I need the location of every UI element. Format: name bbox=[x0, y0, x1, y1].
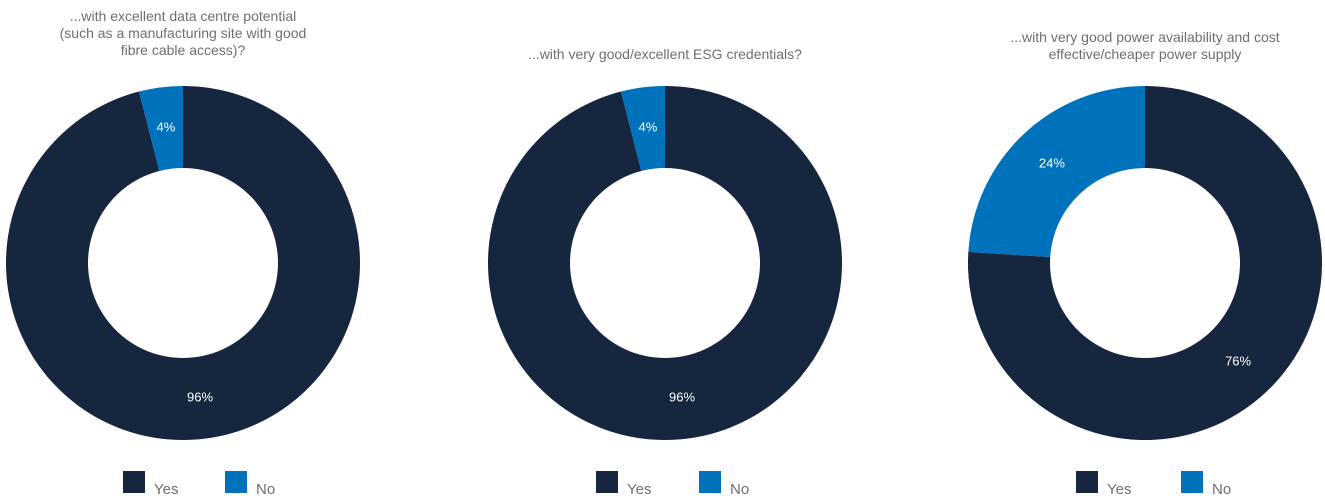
donut-panel-1: ...with excellent data centre potential … bbox=[0, 0, 373, 498]
chart-title: ...with very good/excellent ESG credenti… bbox=[528, 46, 802, 62]
slice-label-yes: 76% bbox=[1225, 354, 1251, 369]
legend-swatch-yes bbox=[123, 471, 145, 493]
slice-label-yes: 96% bbox=[187, 389, 213, 404]
slice-label-no: 24% bbox=[1039, 155, 1065, 170]
slice-label-no: 4% bbox=[157, 120, 176, 135]
donut-slice-no bbox=[968, 86, 1145, 258]
legend-swatch-yes bbox=[596, 471, 618, 493]
chart-title: ...with excellent data centre potential … bbox=[59, 8, 307, 58]
donut-panel-3: ...with very good power availability and… bbox=[955, 0, 1325, 498]
legend-swatch-yes bbox=[1076, 471, 1098, 493]
legend-item-yes: Yes bbox=[123, 471, 178, 497]
legend-label-no: No bbox=[730, 481, 750, 498]
legend-item-no: No bbox=[225, 471, 275, 497]
legend: Yes No bbox=[475, 471, 855, 497]
legend-swatch-no bbox=[699, 471, 721, 493]
legend-label-yes: Yes bbox=[627, 481, 652, 498]
legend-item-no: No bbox=[699, 471, 749, 497]
donut-slice-no bbox=[620, 86, 665, 171]
legend: Yes No bbox=[0, 471, 373, 497]
legend-label-yes: Yes bbox=[154, 481, 179, 498]
legend-item-no: No bbox=[1181, 471, 1231, 497]
donut-slice-yes bbox=[968, 86, 1322, 440]
donut-chart: 96% 4% bbox=[5, 86, 360, 441]
legend-label-no: No bbox=[256, 481, 276, 498]
donut-chart: 96% 4% bbox=[487, 86, 842, 441]
chart-title: ...with very good power availability and… bbox=[1010, 29, 1280, 62]
slice-label-no: 4% bbox=[639, 120, 658, 135]
legend: Yes No bbox=[955, 471, 1325, 497]
donut-slice-no bbox=[138, 86, 183, 171]
slice-label-yes: 96% bbox=[669, 389, 695, 404]
donut-slice-yes bbox=[5, 86, 360, 441]
legend-label-yes: Yes bbox=[1107, 481, 1132, 498]
legend-label-no: No bbox=[1212, 481, 1232, 498]
legend-item-yes: Yes bbox=[1076, 471, 1131, 497]
legend-swatch-no bbox=[1181, 471, 1203, 493]
donut-chart: 76% 24% bbox=[968, 86, 1322, 440]
legend-item-yes: Yes bbox=[596, 471, 651, 497]
donut-slice-yes bbox=[487, 86, 842, 441]
legend-swatch-no bbox=[225, 471, 247, 493]
donut-panel-2: ...with very good/excellent ESG credenti… bbox=[475, 0, 855, 498]
